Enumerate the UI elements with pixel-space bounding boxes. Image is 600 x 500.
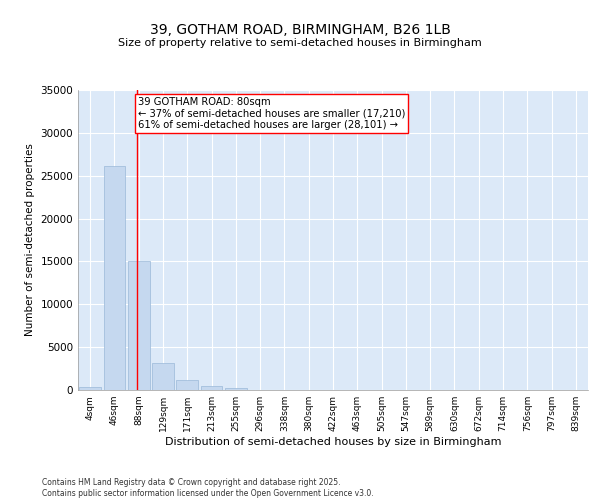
Text: Size of property relative to semi-detached houses in Birmingham: Size of property relative to semi-detach… <box>118 38 482 48</box>
Bar <box>128 260 149 390</box>
Bar <box>200 386 223 390</box>
Bar <box>225 388 247 390</box>
Text: 39, GOTHAM ROAD, BIRMINGHAM, B26 1LB: 39, GOTHAM ROAD, BIRMINGHAM, B26 1LB <box>149 22 451 36</box>
Bar <box>79 387 101 390</box>
Text: 39 GOTHAM ROAD: 80sqm
← 37% of semi-detached houses are smaller (17,210)
61% of : 39 GOTHAM ROAD: 80sqm ← 37% of semi-deta… <box>138 97 406 130</box>
Bar <box>152 362 174 390</box>
Bar <box>176 380 198 390</box>
X-axis label: Distribution of semi-detached houses by size in Birmingham: Distribution of semi-detached houses by … <box>165 437 501 447</box>
Bar <box>104 166 125 390</box>
Y-axis label: Number of semi-detached properties: Number of semi-detached properties <box>25 144 35 336</box>
Text: Contains HM Land Registry data © Crown copyright and database right 2025.
Contai: Contains HM Land Registry data © Crown c… <box>42 478 374 498</box>
